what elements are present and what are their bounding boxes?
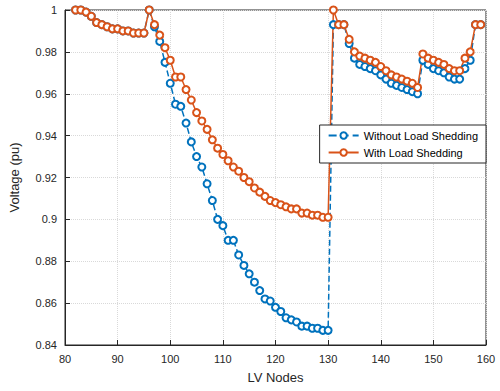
svg-text:80: 80 (59, 353, 71, 365)
svg-text:100: 100 (161, 353, 179, 365)
svg-text:Without Load Shedding: Without Load Shedding (364, 130, 478, 142)
svg-text:0.96: 0.96 (36, 88, 57, 100)
svg-text:150: 150 (424, 353, 442, 365)
svg-text:LV Nodes: LV Nodes (247, 370, 304, 385)
svg-text:0.88: 0.88 (36, 255, 57, 267)
svg-text:120: 120 (266, 353, 284, 365)
svg-text:0.94: 0.94 (36, 130, 57, 142)
svg-text:With Load Shedding: With Load Shedding (364, 147, 463, 159)
svg-text:0.9: 0.9 (42, 213, 57, 225)
svg-text:Voltage (pu): Voltage (pu) (7, 142, 22, 212)
svg-text:130: 130 (319, 353, 337, 365)
svg-text:140: 140 (372, 353, 390, 365)
svg-text:0.86: 0.86 (36, 297, 57, 309)
svg-text:0.98: 0.98 (36, 46, 57, 58)
svg-text:110: 110 (214, 353, 232, 365)
svg-text:90: 90 (112, 353, 124, 365)
svg-text:1: 1 (51, 4, 57, 16)
svg-text:0.92: 0.92 (36, 172, 57, 184)
svg-text:0.84: 0.84 (36, 339, 57, 351)
svg-text:160: 160 (477, 353, 495, 365)
